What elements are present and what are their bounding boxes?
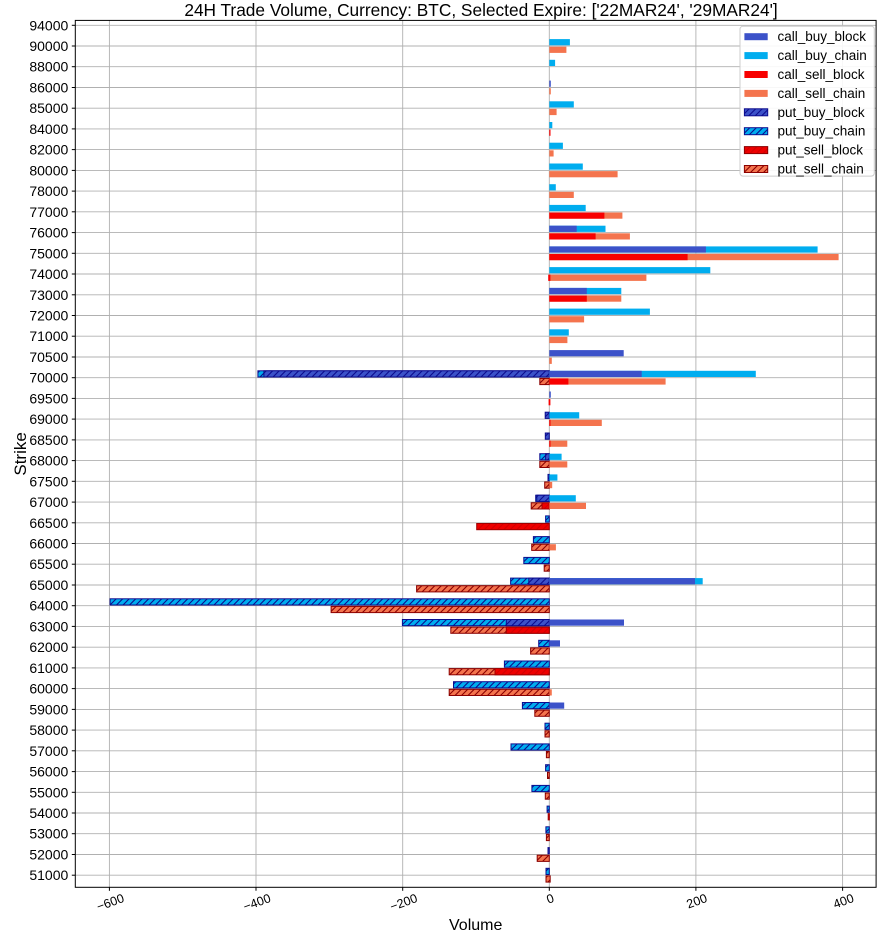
svg-text:62000: 62000 — [29, 639, 68, 655]
svg-text:90000: 90000 — [29, 38, 68, 54]
svg-text:63000: 63000 — [29, 618, 68, 634]
svg-text:65500: 65500 — [29, 556, 68, 572]
svg-text:69000: 69000 — [29, 411, 68, 427]
svg-text:Volume: Volume — [449, 917, 502, 934]
svg-text:52000: 52000 — [29, 847, 68, 863]
svg-text:82000: 82000 — [29, 142, 68, 158]
svg-text:67500: 67500 — [29, 473, 68, 489]
svg-text:61000: 61000 — [29, 660, 68, 676]
svg-text:53000: 53000 — [29, 826, 68, 842]
svg-text:58000: 58000 — [29, 722, 68, 738]
svg-text:84000: 84000 — [29, 121, 68, 137]
svg-text:66500: 66500 — [29, 515, 68, 531]
svg-text:75000: 75000 — [29, 245, 68, 261]
svg-text:70000: 70000 — [29, 370, 68, 386]
svg-text:73000: 73000 — [29, 287, 68, 303]
svg-text:88000: 88000 — [29, 59, 68, 75]
svg-text:call_sell_chain: call_sell_chain — [778, 86, 866, 101]
svg-text:0: 0 — [545, 891, 556, 907]
svg-text:55000: 55000 — [29, 784, 68, 800]
svg-text:68500: 68500 — [29, 432, 68, 448]
svg-text:56000: 56000 — [29, 764, 68, 780]
svg-text:86000: 86000 — [29, 80, 68, 96]
svg-text:59000: 59000 — [29, 701, 68, 717]
svg-text:78000: 78000 — [29, 183, 68, 199]
svg-text:call_sell_block: call_sell_block — [778, 67, 865, 82]
svg-text:77000: 77000 — [29, 204, 68, 220]
svg-text:200: 200 — [685, 891, 709, 911]
svg-text:65000: 65000 — [29, 577, 68, 593]
svg-text:80000: 80000 — [29, 162, 68, 178]
svg-text:call_buy_chain: call_buy_chain — [778, 48, 867, 63]
svg-text:71000: 71000 — [29, 328, 68, 344]
svg-text:54000: 54000 — [29, 805, 68, 821]
svg-text:57000: 57000 — [29, 743, 68, 759]
svg-text:64000: 64000 — [29, 598, 68, 614]
svg-text:put_buy_chain: put_buy_chain — [778, 124, 866, 139]
svg-text:66000: 66000 — [29, 536, 68, 552]
svg-text:76000: 76000 — [29, 225, 68, 241]
svg-text:400: 400 — [831, 891, 855, 911]
svg-text:85000: 85000 — [29, 100, 68, 116]
svg-text:68000: 68000 — [29, 453, 68, 469]
svg-text:94000: 94000 — [29, 17, 68, 33]
svg-text:Strike: Strike — [11, 432, 30, 475]
svg-text:24H Trade Volume, Currency: BT: 24H Trade Volume, Currency: BTC, Selecte… — [184, 0, 777, 20]
svg-text:60000: 60000 — [29, 681, 68, 697]
svg-text:72000: 72000 — [29, 308, 68, 324]
svg-text:51000: 51000 — [29, 867, 68, 883]
svg-text:67000: 67000 — [29, 494, 68, 510]
svg-text:call_buy_block: call_buy_block — [778, 29, 867, 44]
svg-text:74000: 74000 — [29, 266, 68, 282]
svg-text:put_sell_chain: put_sell_chain — [778, 162, 864, 177]
svg-text:69500: 69500 — [29, 390, 68, 406]
svg-text:70500: 70500 — [29, 349, 68, 365]
svg-text:put_sell_block: put_sell_block — [778, 143, 864, 158]
svg-text:put_buy_block: put_buy_block — [778, 105, 865, 120]
